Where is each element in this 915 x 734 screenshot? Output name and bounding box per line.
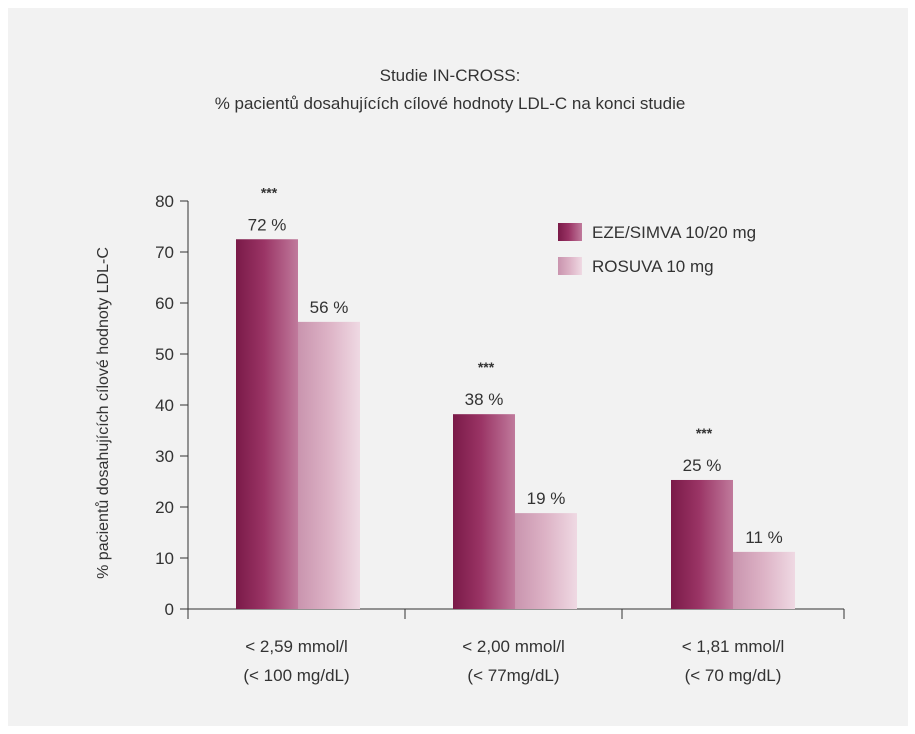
chart-panel: Studie IN-CROSS: % pacientů dosahujících… — [8, 8, 908, 726]
legend-swatch-rosuva — [558, 257, 582, 275]
y-axis-label: % pacientů dosahujících cílové hodnoty L… — [94, 247, 112, 579]
chart-title-line-1: Studie IN-CROSS: — [380, 66, 521, 85]
data-label: 25 % — [683, 456, 722, 475]
category-label-line-1: < 2,00 mmol/l — [462, 637, 565, 656]
y-tick-label: 40 — [155, 396, 174, 415]
data-label: 56 % — [310, 298, 349, 317]
category-label-line-1: < 1,81 mmol/l — [682, 637, 785, 656]
legend-swatch-eze-simva — [558, 223, 582, 241]
bar — [236, 239, 298, 609]
category-label-line-1: < 2,59 mmol/l — [245, 637, 348, 656]
data-label: 11 % — [745, 528, 783, 547]
legend-label-rosuva: ROSUVA 10 mg — [592, 257, 714, 276]
significance-marker: *** — [478, 359, 495, 375]
y-tick-label: 20 — [155, 498, 174, 517]
category-label-line-2: (< 77mg/dL) — [467, 666, 559, 685]
bar — [671, 479, 733, 609]
bar — [298, 321, 360, 609]
category-label-line-2: (< 70 mg/dL) — [685, 666, 782, 685]
y-tick-label: 0 — [165, 600, 174, 619]
y-tick-label: 80 — [155, 192, 174, 211]
y-tick-label: 50 — [155, 345, 174, 364]
legend: EZE/SIMVA 10/20 mg ROSUVA 10 mg — [558, 223, 756, 276]
chart-title-line-2: % pacientů dosahujících cílové hodnoty L… — [215, 94, 686, 113]
bar-chart: Studie IN-CROSS: % pacientů dosahujících… — [94, 66, 845, 685]
y-tick-label: 30 — [155, 447, 174, 466]
data-label: 19 % — [527, 489, 566, 508]
bar — [453, 414, 515, 609]
bar — [733, 551, 795, 609]
y-tick-label: 60 — [155, 294, 174, 313]
bars — [236, 239, 795, 609]
significance-marker: *** — [696, 425, 713, 441]
data-label: 38 % — [465, 390, 504, 409]
category-label-line-2: (< 100 mg/dL) — [243, 666, 349, 685]
y-tick-label: 10 — [155, 549, 174, 568]
significance-marker: *** — [261, 184, 278, 200]
data-label: 72 % — [248, 215, 287, 234]
axes: 0 10 20 30 40 50 60 70 80 — [155, 192, 845, 619]
y-tick-label: 70 — [155, 243, 174, 262]
legend-label-eze-simva: EZE/SIMVA 10/20 mg — [592, 223, 756, 242]
labels: 72 % 56 % *** < 2,59 mmol/l (< 100 mg/dL) 38 … — [243, 184, 784, 685]
bar — [515, 513, 577, 609]
